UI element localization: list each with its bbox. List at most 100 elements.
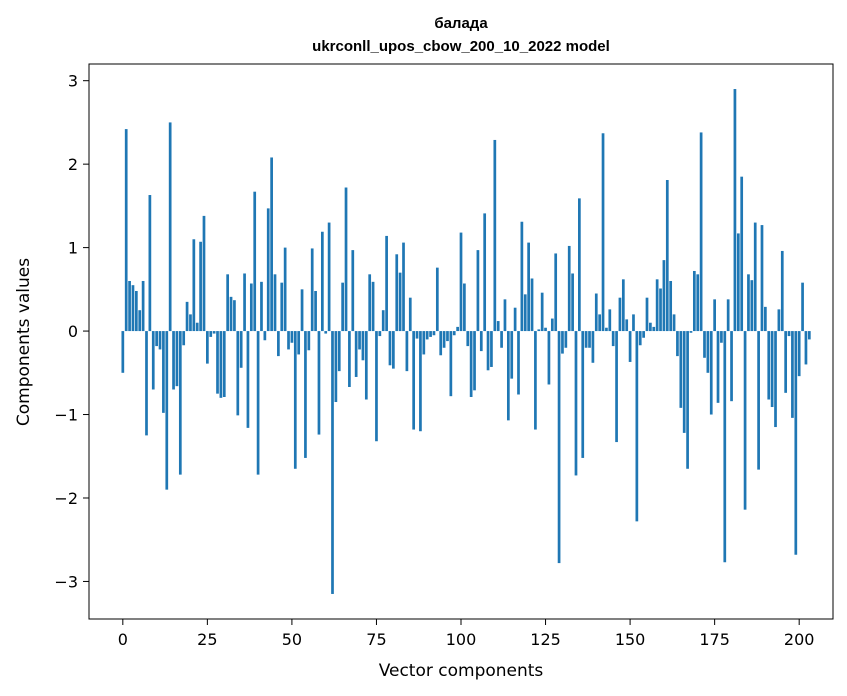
- bar-36: [243, 273, 246, 332]
- bar-130: [561, 331, 564, 354]
- bar-56: [310, 248, 314, 332]
- bar-18: [182, 331, 186, 346]
- bar-83: [402, 242, 405, 332]
- bar-84: [405, 331, 409, 372]
- bar-177: [720, 331, 723, 343]
- bar-112: [500, 331, 503, 348]
- bar-185: [747, 274, 750, 332]
- bar-75: [375, 331, 378, 442]
- bar-149: [625, 319, 629, 332]
- bar-98: [452, 331, 456, 336]
- bar-78: [385, 235, 388, 332]
- bar-38: [249, 283, 253, 332]
- bar-152: [635, 331, 639, 522]
- bar-203: [807, 331, 811, 340]
- bar-114: [506, 331, 510, 421]
- bar-72: [364, 331, 368, 400]
- bar-172: [703, 331, 706, 358]
- bar-87: [415, 331, 419, 339]
- bar-19: [185, 301, 189, 332]
- bar-179: [726, 299, 730, 332]
- chart-subtitle: ukrconll_upos_cbow_200_10_2022 model: [312, 38, 610, 55]
- x-tick-label-125: 125: [530, 630, 561, 649]
- bar-68: [351, 250, 355, 332]
- bar-151: [632, 314, 635, 332]
- bar-66: [344, 187, 348, 332]
- bar-99: [456, 326, 459, 332]
- bar-89: [422, 331, 426, 355]
- y-tick-label-3: 3: [68, 72, 78, 91]
- bar-88: [419, 331, 422, 432]
- bar-31: [226, 274, 230, 332]
- bar-140: [594, 293, 598, 332]
- bar-58: [317, 331, 321, 435]
- bar-106: [479, 331, 483, 352]
- x-axis-label: Vector components: [379, 661, 544, 681]
- bar-117: [517, 331, 520, 395]
- bar-184: [743, 331, 747, 510]
- bar-24: [202, 215, 206, 332]
- bar-153: [638, 331, 642, 346]
- bar-95: [442, 331, 446, 348]
- x-tick-label-200: 200: [784, 630, 815, 649]
- bar-119: [523, 294, 527, 332]
- x-tick-label-175: 175: [699, 630, 730, 649]
- bar-124: [540, 292, 544, 332]
- y-tick-label-2: 2: [68, 155, 78, 174]
- bar-108: [486, 331, 490, 371]
- bar-163: [672, 314, 676, 332]
- bar-125: [544, 327, 547, 332]
- bar-74: [371, 281, 375, 332]
- bar-33: [233, 300, 236, 332]
- bar-136: [581, 331, 585, 458]
- bar-49: [287, 331, 290, 350]
- bar-129: [557, 331, 561, 564]
- bar-51: [293, 331, 297, 469]
- bar-202: [804, 331, 808, 365]
- bar-77: [381, 310, 385, 332]
- bar-5: [138, 310, 142, 332]
- bar-121: [530, 278, 534, 332]
- bar-143: [605, 327, 608, 332]
- bar-0: [121, 331, 125, 373]
- bar-176: [716, 331, 720, 403]
- bar-2: [128, 280, 131, 332]
- bar-126: [547, 331, 551, 385]
- bar-14: [168, 122, 172, 332]
- bar-80: [392, 331, 395, 369]
- chart-title: балада: [434, 15, 488, 32]
- bar-96: [446, 331, 449, 342]
- y-tick-label--1: −1: [54, 406, 78, 425]
- bar-148: [621, 279, 625, 332]
- x-tick-label-50: 50: [282, 630, 302, 649]
- bar-113: [503, 299, 507, 332]
- bar-145: [611, 331, 615, 347]
- bar-134: [574, 331, 578, 476]
- bar-32: [229, 296, 233, 332]
- bar-120: [527, 242, 530, 332]
- bar-52: [297, 331, 301, 355]
- bar-180: [730, 331, 733, 402]
- y-axis-label: Components values: [14, 258, 34, 426]
- bar-73: [368, 274, 372, 332]
- y-tick-label-0: 0: [68, 322, 78, 341]
- bar-189: [760, 225, 764, 332]
- bar-91: [429, 331, 432, 337]
- bar-155: [645, 297, 649, 332]
- bar-29: [219, 331, 223, 398]
- bar-102: [466, 331, 470, 347]
- bar-series: [121, 89, 811, 594]
- bar-59: [320, 231, 324, 332]
- x-tick-label-150: 150: [615, 630, 646, 649]
- bar-97: [449, 331, 453, 397]
- bar-173: [706, 331, 710, 373]
- bar-174: [709, 331, 713, 415]
- bar-105: [476, 250, 480, 332]
- bar-107: [483, 213, 487, 332]
- y-tick-label--2: −2: [54, 489, 78, 508]
- bar-67: [348, 331, 351, 387]
- bar-60: [324, 331, 328, 334]
- bar-22: [195, 322, 199, 332]
- bar-122: [534, 331, 537, 430]
